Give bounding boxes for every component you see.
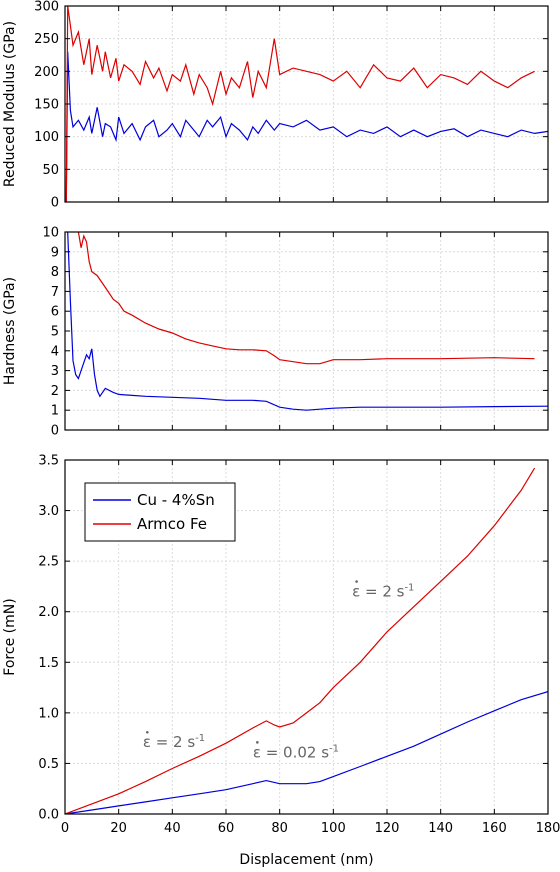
series-line-cu-sn — [65, 691, 548, 814]
x-axis-label: Displacement (nm) — [239, 852, 373, 868]
y-tick-label: 2 — [51, 384, 59, 399]
y-tick-label: 0.5 — [38, 757, 59, 772]
x-tick-label: 180 — [536, 821, 560, 836]
annotation-strain-rate: ε = 2 s-1 — [352, 583, 414, 601]
y-axis-label: Hardness (GPa) — [2, 277, 18, 385]
y-tick-label: 3.0 — [38, 504, 59, 519]
series-line-armco-fe — [77, 232, 535, 365]
y-tick-label: 2.0 — [38, 605, 59, 620]
y-tick-label: 6 — [51, 305, 59, 320]
x-tick-label: 60 — [218, 821, 235, 836]
epsilon-dot — [256, 741, 259, 744]
annotation-strain-rate: ε = 2 s-1 — [143, 733, 205, 751]
y-tick-label: 10 — [42, 226, 59, 241]
y-tick-label: 2.5 — [38, 555, 59, 570]
y-tick-label: 4 — [51, 344, 59, 359]
y-tick-label: 300 — [34, 0, 59, 15]
x-tick-label: 140 — [428, 821, 453, 836]
y-tick-label: 1 — [51, 404, 59, 419]
y-tick-label: 50 — [42, 163, 59, 178]
y-tick-label: 8 — [51, 265, 59, 280]
x-tick-label: 100 — [321, 821, 346, 836]
x-tick-label: 20 — [110, 821, 127, 836]
x-tick-label: 120 — [375, 821, 400, 836]
series-line-cu-sn — [67, 232, 548, 411]
y-tick-label: 150 — [34, 98, 59, 113]
y-tick-label: 7 — [51, 285, 59, 300]
y-tick-label: 5 — [51, 325, 59, 340]
y-tick-label: 9 — [51, 245, 59, 260]
x-tick-label: 40 — [164, 821, 181, 836]
y-tick-label: 0 — [51, 196, 59, 211]
plot-frame — [64, 459, 549, 815]
legend-label: Armco Fe — [137, 515, 207, 533]
y-tick-label: 3 — [51, 364, 59, 379]
x-tick-label: 0 — [61, 821, 69, 836]
series-line-armco-fe — [65, 6, 535, 202]
legend-box — [84, 482, 236, 542]
series-line-armco-fe — [65, 467, 536, 814]
y-tick-label: 250 — [34, 32, 59, 47]
y-tick-label: 1.5 — [38, 656, 59, 671]
y-tick-label: 0.0 — [38, 808, 59, 823]
y-tick-label: 100 — [34, 130, 59, 145]
legend-label: Cu - 4%Sn — [137, 491, 215, 509]
y-axis-label: Reduced Modulus (GPa) — [2, 21, 18, 187]
y-tick-label: 3.5 — [38, 454, 59, 469]
x-tick-label: 80 — [271, 821, 288, 836]
y-tick-label: 0 — [51, 424, 59, 439]
y-axis-label: Force (mN) — [2, 598, 18, 675]
epsilon-dot — [355, 580, 358, 583]
x-tick-label: 160 — [482, 821, 507, 836]
y-tick-label: 200 — [34, 65, 59, 80]
epsilon-dot — [146, 730, 149, 734]
y-tick-label: 1.0 — [38, 706, 59, 721]
annotation-strain-rate: ε = 0.02 s-1 — [253, 743, 339, 761]
series-line-cu-sn — [65, 51, 548, 202]
